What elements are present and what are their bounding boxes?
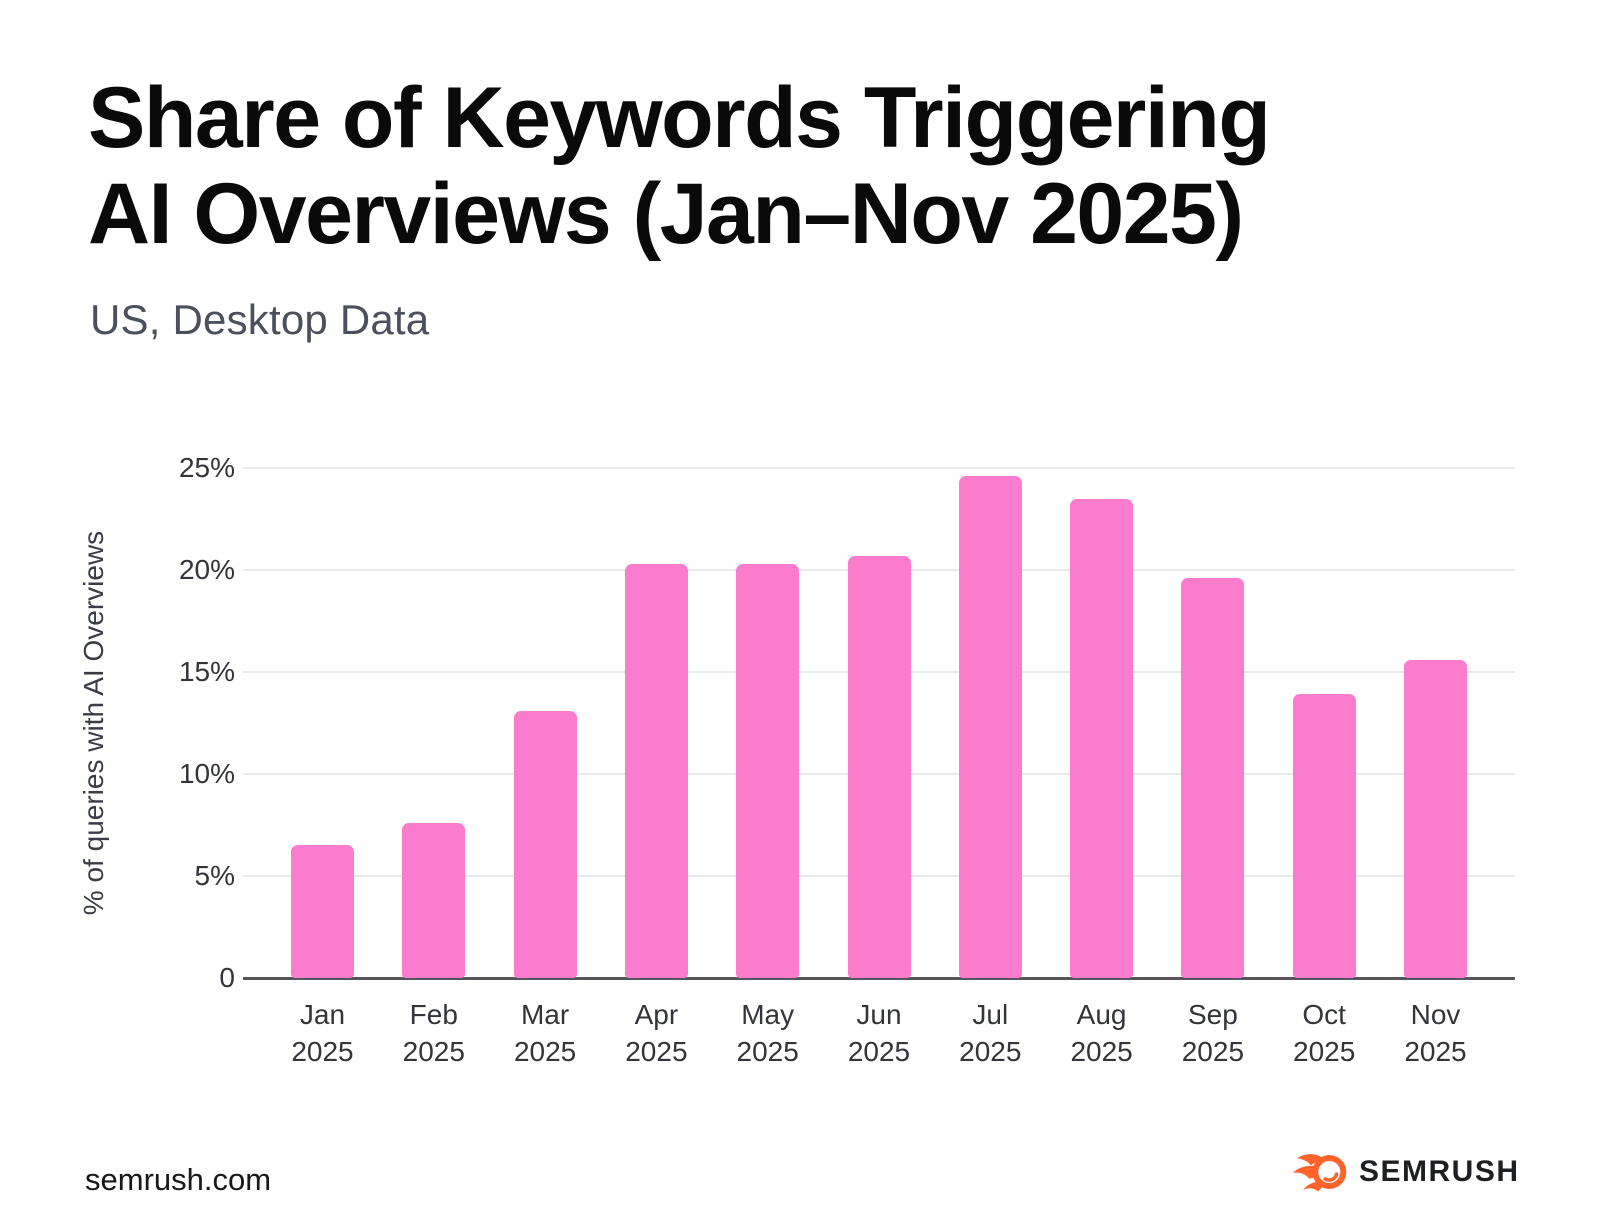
x-tick-label-jul-2025: Jul 2025 [959, 999, 1022, 1067]
bar-apr-2025 [624, 563, 688, 978]
plot-area: Jan 2025 Feb 2025 Mar 2025 Apr 2025 May 2025 Jun 20… [243, 467, 1515, 1067]
x-tick-label-nov-2025: Nov 2025 [1404, 999, 1467, 1067]
page-subtitle: US, Desktop Data [90, 296, 430, 343]
bar-jun-2025 [847, 555, 911, 978]
x-tick-label-jun-2025: Jun 2025 [847, 999, 911, 1067]
x-tick-label-sep-2025: Sep 2025 [1181, 999, 1245, 1067]
bar-sep-2025 [1181, 578, 1245, 978]
y-axis-ticks: 0 5% 10% 15% 20% 25% [130, 452, 235, 993]
y-tick-label-5: 5% [194, 860, 235, 891]
y-tick-label-0: 0 [219, 962, 235, 993]
y-tick-label-10: 10% [178, 758, 235, 789]
x-tick-label-mar-2025: Mar 2025 [513, 999, 577, 1067]
semrush-flame-icon [1292, 1154, 1347, 1192]
x-axis-line [243, 977, 1515, 980]
y-tick-label-25: 25% [178, 452, 235, 483]
footer-site-url: semrush.com [85, 1162, 272, 1197]
brand-wordmark: SEMRUSH [1359, 1155, 1520, 1188]
bar-may-2025 [736, 563, 800, 978]
bar-feb-2025 [402, 822, 466, 978]
page-title-line1: Share of Keywords Triggering [88, 70, 1271, 166]
bar-jul-2025 [958, 476, 1022, 978]
y-tick-label-20: 20% [178, 554, 235, 585]
page-title: Share of Keywords Triggering AI Overview… [88, 70, 1271, 262]
brand-logo: SEMRUSH [1292, 1146, 1520, 1198]
bar-nov-2025 [1404, 659, 1467, 978]
gridline-25 [243, 467, 1515, 470]
bar-mar-2025 [513, 710, 577, 978]
page-title-line2: AI Overviews (Jan–Nov 2025) [88, 166, 1244, 262]
y-axis-title: % of queries with AI Overviews [78, 530, 109, 916]
x-tick-label-feb-2025: Feb 2025 [402, 999, 465, 1067]
x-tick-label-jan-2025: Jan 2025 [291, 999, 354, 1067]
bar-oct-2025 [1292, 694, 1356, 978]
x-tick-label-oct-2025: Oct 2025 [1293, 999, 1356, 1067]
x-tick-label-aug-2025: Aug 2025 [1070, 999, 1133, 1067]
x-tick-label-apr-2025: Apr 2025 [625, 999, 688, 1067]
x-tick-label-may-2025: May 2025 [736, 999, 799, 1067]
y-tick-label-15: 15% [178, 656, 235, 687]
bar-jan-2025 [291, 845, 354, 978]
bar-aug-2025 [1070, 498, 1134, 978]
